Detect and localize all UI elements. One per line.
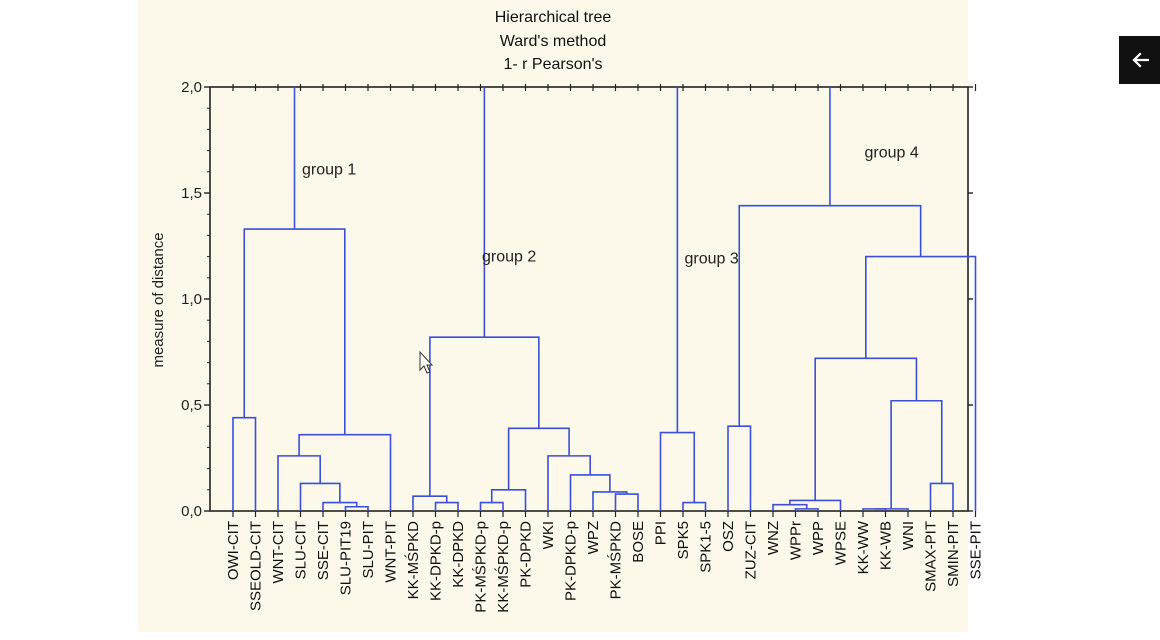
title-line-1: Hierarchical tree [494,9,612,26]
y-tick-label: 0,0 [181,503,202,520]
leaf-label: PK-MŚPKD-p [472,521,490,613]
leaf-label: SMAX-PIT [923,521,940,592]
leaf-label: KK-DPKD [450,521,467,588]
dendrogram-link [865,255,977,511]
leaf-labels: OWI-CIT SSEOLD-CIT WNT-CIT SLU-CIT SSE-CIT SL… [225,520,985,613]
leaf-label: SSE-PIT [968,521,985,579]
leaf-label: SMIN-PIT [945,521,962,587]
arrow-left-icon [1132,52,1149,68]
leaf-label: WPPr [788,521,805,560]
leaf-label: KK-MŚPKD-p [494,521,512,613]
leaf-label: BOSE [630,521,647,563]
leaf-label: SSEOLD-CIT [248,521,265,611]
leaf-label: OSZ [720,521,737,552]
group-label: group 2 [482,249,536,266]
dendrogram-link [434,501,459,511]
title-line-3: 1- r Pearson's [503,56,603,73]
dendrogram-link [232,416,257,511]
leaf-label: KK-MŚPKD [404,521,422,600]
dendrogram-link [243,228,346,435]
dendrogram-link [569,474,611,511]
chart-title: Hierarchical tree Ward's method 1- r Pea… [138,6,968,77]
y-tick-label: 2,0 [181,79,202,96]
leaf-label: WNZ [765,521,782,555]
leaf-label: PK-DPKD [518,521,535,588]
y-tick-label: 1,0 [181,291,202,308]
leaf-label: OWI-CIT [225,521,242,580]
dendrogram-link [738,204,922,427]
dendrogram-link [429,336,540,497]
leaf-label: PK-DPKD-p [563,521,580,601]
dendrogram-link [890,399,943,509]
dendrogram-link [772,503,808,511]
dendrogram-link [479,501,504,511]
dendrogram-link [929,482,954,511]
axes [204,84,977,517]
dendrogram-link [547,455,591,511]
leaf-label: SLU-CIT [293,521,310,579]
y-tick-label: 1,5 [181,185,202,202]
leaf-label: WKI [540,521,557,549]
title-line-2: Ward's method [499,32,607,50]
leaf-label: WNI [900,521,917,550]
y-tick-labels: 0,0 0,5 1,0 1,5 2,0 [181,79,202,520]
leaf-label: WNT-CIT [270,521,287,583]
leaf-label: PPI [653,521,670,545]
dendrogram-link [614,493,639,511]
dendrogram-link [507,427,570,490]
leaf-label: KK-WB [878,521,895,570]
mouse-cursor-icon [419,350,434,374]
leaf-label: SSE-CIT [315,521,332,580]
group-label: group 4 [865,145,919,162]
dendrogram-link [682,501,707,511]
dendrogram-link [814,357,918,501]
y-tick-label: 0,5 [181,397,202,414]
leaf-label: WPP [810,521,827,555]
group-labels: group 1 group 2 group 3 group 4 [302,145,919,268]
leaf-label: ZUZ-CIT [743,521,760,579]
leaf-label: KK-DPKD-p [428,521,445,601]
dendrogram-link [412,495,448,511]
leaf-label: PK-MŚPKD [607,521,625,600]
leaf-label: WNT-PIT [383,521,400,583]
leaf-label: SLU-PIT [360,521,377,579]
leaf-label: WPSE [833,521,850,565]
dendrogram-links [232,87,977,511]
group-label: group 3 [685,251,739,268]
plot-frame [209,86,969,512]
back-button[interactable] [1119,36,1160,84]
dendrogram-link [299,482,341,511]
leaf-label: SLU-PIT19 [338,521,355,595]
y-axis-label: measure of distance [150,232,167,367]
dendrogram-link [298,433,392,511]
leaf-label: WPZ [585,521,602,554]
leaf-label: SPK5 [675,521,692,559]
leaf-label: SPK1-5 [698,521,715,573]
dendrogram-link [659,431,696,511]
dendrogram-link [490,489,527,511]
group-label: group 1 [302,162,356,179]
leaf-label: KK-WW [855,520,872,574]
dendrogram-link [874,508,909,511]
dendrogram-link [727,425,752,511]
